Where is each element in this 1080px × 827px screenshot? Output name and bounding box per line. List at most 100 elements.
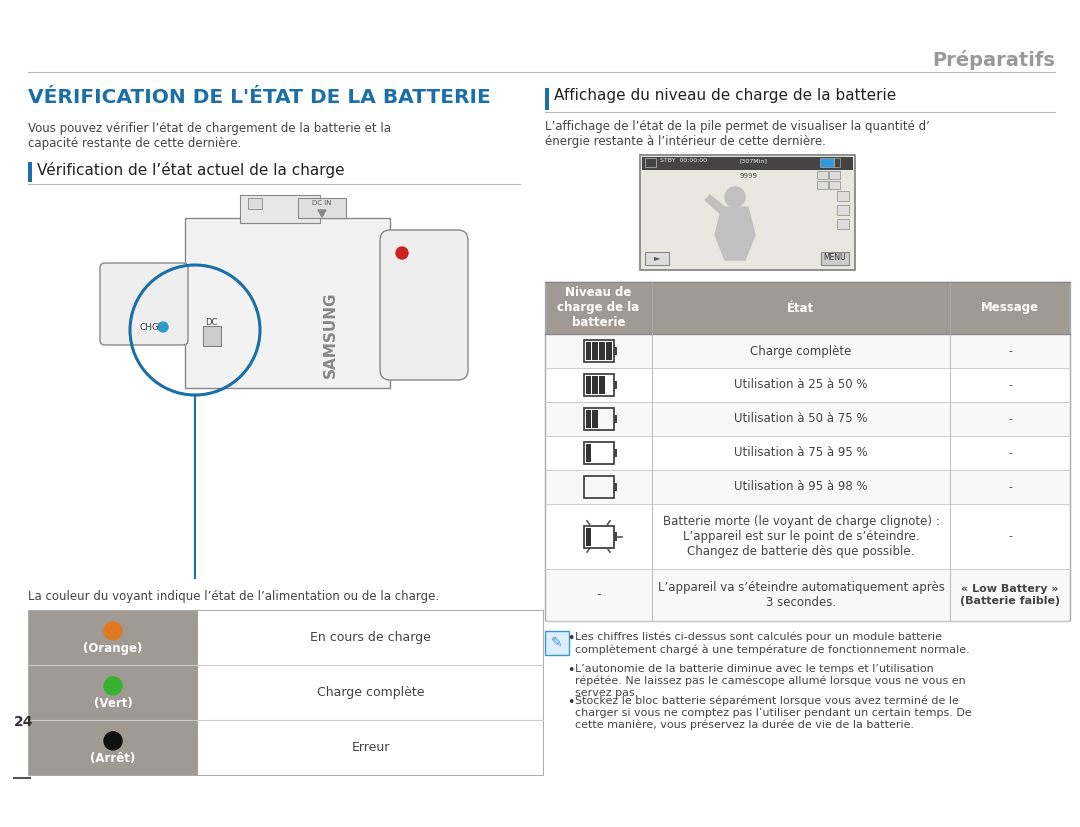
Bar [837, 219, 849, 229]
Bar [298, 198, 346, 218]
Bar [640, 155, 855, 270]
Bar [816, 181, 828, 189]
Text: -: - [1008, 532, 1012, 542]
Bar [613, 380, 617, 390]
Bar [248, 198, 262, 209]
Text: Message: Message [981, 302, 1039, 314]
Bar [599, 376, 605, 394]
Text: L’appareil va s’éteindre automatiquement après
3 secondes.: L’appareil va s’éteindre automatiquement… [658, 581, 944, 609]
Bar [545, 504, 1070, 569]
Bar [585, 444, 591, 462]
Bar [950, 282, 1070, 334]
Text: •: • [567, 632, 575, 645]
Bar [583, 442, 613, 464]
Text: -: - [596, 589, 600, 601]
Bar [642, 157, 853, 170]
Bar [585, 376, 591, 394]
Text: Utilisation à 75 à 95 %: Utilisation à 75 à 95 % [734, 447, 868, 460]
Bar [652, 282, 950, 334]
Bar [645, 158, 656, 167]
Bar [613, 448, 617, 457]
Bar [613, 347, 617, 356]
Text: CHG: CHG [140, 323, 160, 332]
Text: Batterie morte (le voyant de charge clignote) :
L’appareil est sur le point de s: Batterie morte (le voyant de charge clig… [663, 515, 940, 558]
Text: Stockez le bloc batterie séparément lorsque vous avez terminé de le
charger si v: Stockez le bloc batterie séparément lors… [575, 696, 972, 730]
Text: [307Min]: [307Min] [740, 158, 768, 163]
Polygon shape [715, 207, 755, 260]
Text: ►: ► [653, 253, 660, 262]
Text: L’affichage de l’état de la pile permet de visualiser la quantité d’
énergie res: L’affichage de l’état de la pile permet … [545, 120, 930, 148]
Text: Les chiffres listés ci-dessus sont calculés pour un module batterie
complètement: Les chiffres listés ci-dessus sont calcu… [575, 632, 970, 655]
Text: État: État [787, 302, 814, 314]
Text: Vous pouvez vérifier l’état de chargement de la batterie et la
capacité restante: Vous pouvez vérifier l’état de chargemen… [28, 122, 391, 150]
Text: VÉRIFICATION DE L'ÉTAT DE LA BATTERIE: VÉRIFICATION DE L'ÉTAT DE LA BATTERIE [28, 88, 490, 107]
Text: Utilisation à 50 à 75 %: Utilisation à 50 à 75 % [734, 413, 867, 426]
Text: -: - [1008, 346, 1012, 356]
Bar [545, 569, 1070, 621]
Bar [599, 342, 605, 360]
Bar [198, 610, 543, 665]
Bar [613, 414, 617, 423]
Bar [198, 665, 543, 720]
Bar [837, 205, 849, 215]
Bar [834, 158, 840, 167]
Bar [545, 436, 1070, 470]
Text: ✎: ✎ [551, 636, 563, 650]
Bar [829, 181, 840, 189]
Bar [583, 525, 613, 547]
Bar [28, 720, 198, 775]
Bar [585, 528, 591, 546]
Bar [583, 476, 613, 498]
Text: Utilisation à 25 à 50 %: Utilisation à 25 à 50 % [734, 379, 867, 391]
Bar [185, 218, 390, 388]
Bar [545, 282, 1070, 621]
Bar [613, 483, 617, 491]
Circle shape [396, 247, 408, 259]
Text: En cours de charge: En cours de charge [310, 631, 431, 644]
Bar [606, 342, 611, 360]
Bar [240, 195, 320, 223]
Text: 9999: 9999 [740, 173, 758, 179]
Bar [585, 410, 591, 428]
Text: Affichage du niveau de charge de la batterie: Affichage du niveau de charge de la batt… [554, 88, 896, 103]
Bar [592, 376, 598, 394]
Text: STBY  00:00:00: STBY 00:00:00 [660, 158, 707, 163]
Text: Erreur: Erreur [351, 741, 390, 754]
Text: (Vert): (Vert) [94, 697, 133, 710]
Text: Préparatifs: Préparatifs [932, 50, 1055, 70]
Bar [583, 408, 613, 430]
Polygon shape [705, 195, 728, 215]
Text: MENU: MENU [824, 253, 847, 262]
Bar [545, 368, 1070, 402]
Text: L’autonomie de la batterie diminue avec le temps et l’utilisation
répétée. Ne la: L’autonomie de la batterie diminue avec … [575, 664, 966, 698]
Bar [545, 88, 549, 110]
Bar [28, 610, 198, 665]
Bar [198, 720, 543, 775]
Bar [545, 470, 1070, 504]
Bar [592, 342, 598, 360]
Text: SAMSUNG: SAMSUNG [323, 292, 337, 378]
Bar [829, 171, 840, 179]
Text: (Orange): (Orange) [83, 642, 143, 655]
Text: Niveau de
charge de la
batterie: Niveau de charge de la batterie [557, 286, 639, 329]
Polygon shape [318, 210, 326, 217]
Text: •: • [567, 664, 575, 677]
FancyBboxPatch shape [380, 230, 468, 380]
Bar [28, 162, 32, 182]
Text: Charge complète: Charge complète [316, 686, 424, 699]
Bar [645, 252, 669, 265]
Text: Vérification de l’état actuel de la charge: Vérification de l’état actuel de la char… [37, 162, 345, 178]
Bar [585, 342, 591, 360]
FancyBboxPatch shape [100, 263, 188, 345]
Text: -: - [1008, 380, 1012, 390]
Text: (Arrêt): (Arrêt) [91, 752, 136, 765]
Text: DC: DC [205, 318, 217, 327]
Text: -: - [1008, 482, 1012, 492]
Bar [545, 631, 569, 655]
Bar [816, 171, 828, 179]
Text: •: • [567, 696, 575, 709]
Bar [592, 410, 598, 428]
Text: La couleur du voyant indique l’état de l’alimentation ou de la charge.: La couleur du voyant indique l’état de l… [28, 590, 440, 603]
Text: « Low Battery »
(Batterie faible): « Low Battery » (Batterie faible) [960, 584, 1061, 606]
Circle shape [104, 622, 122, 640]
